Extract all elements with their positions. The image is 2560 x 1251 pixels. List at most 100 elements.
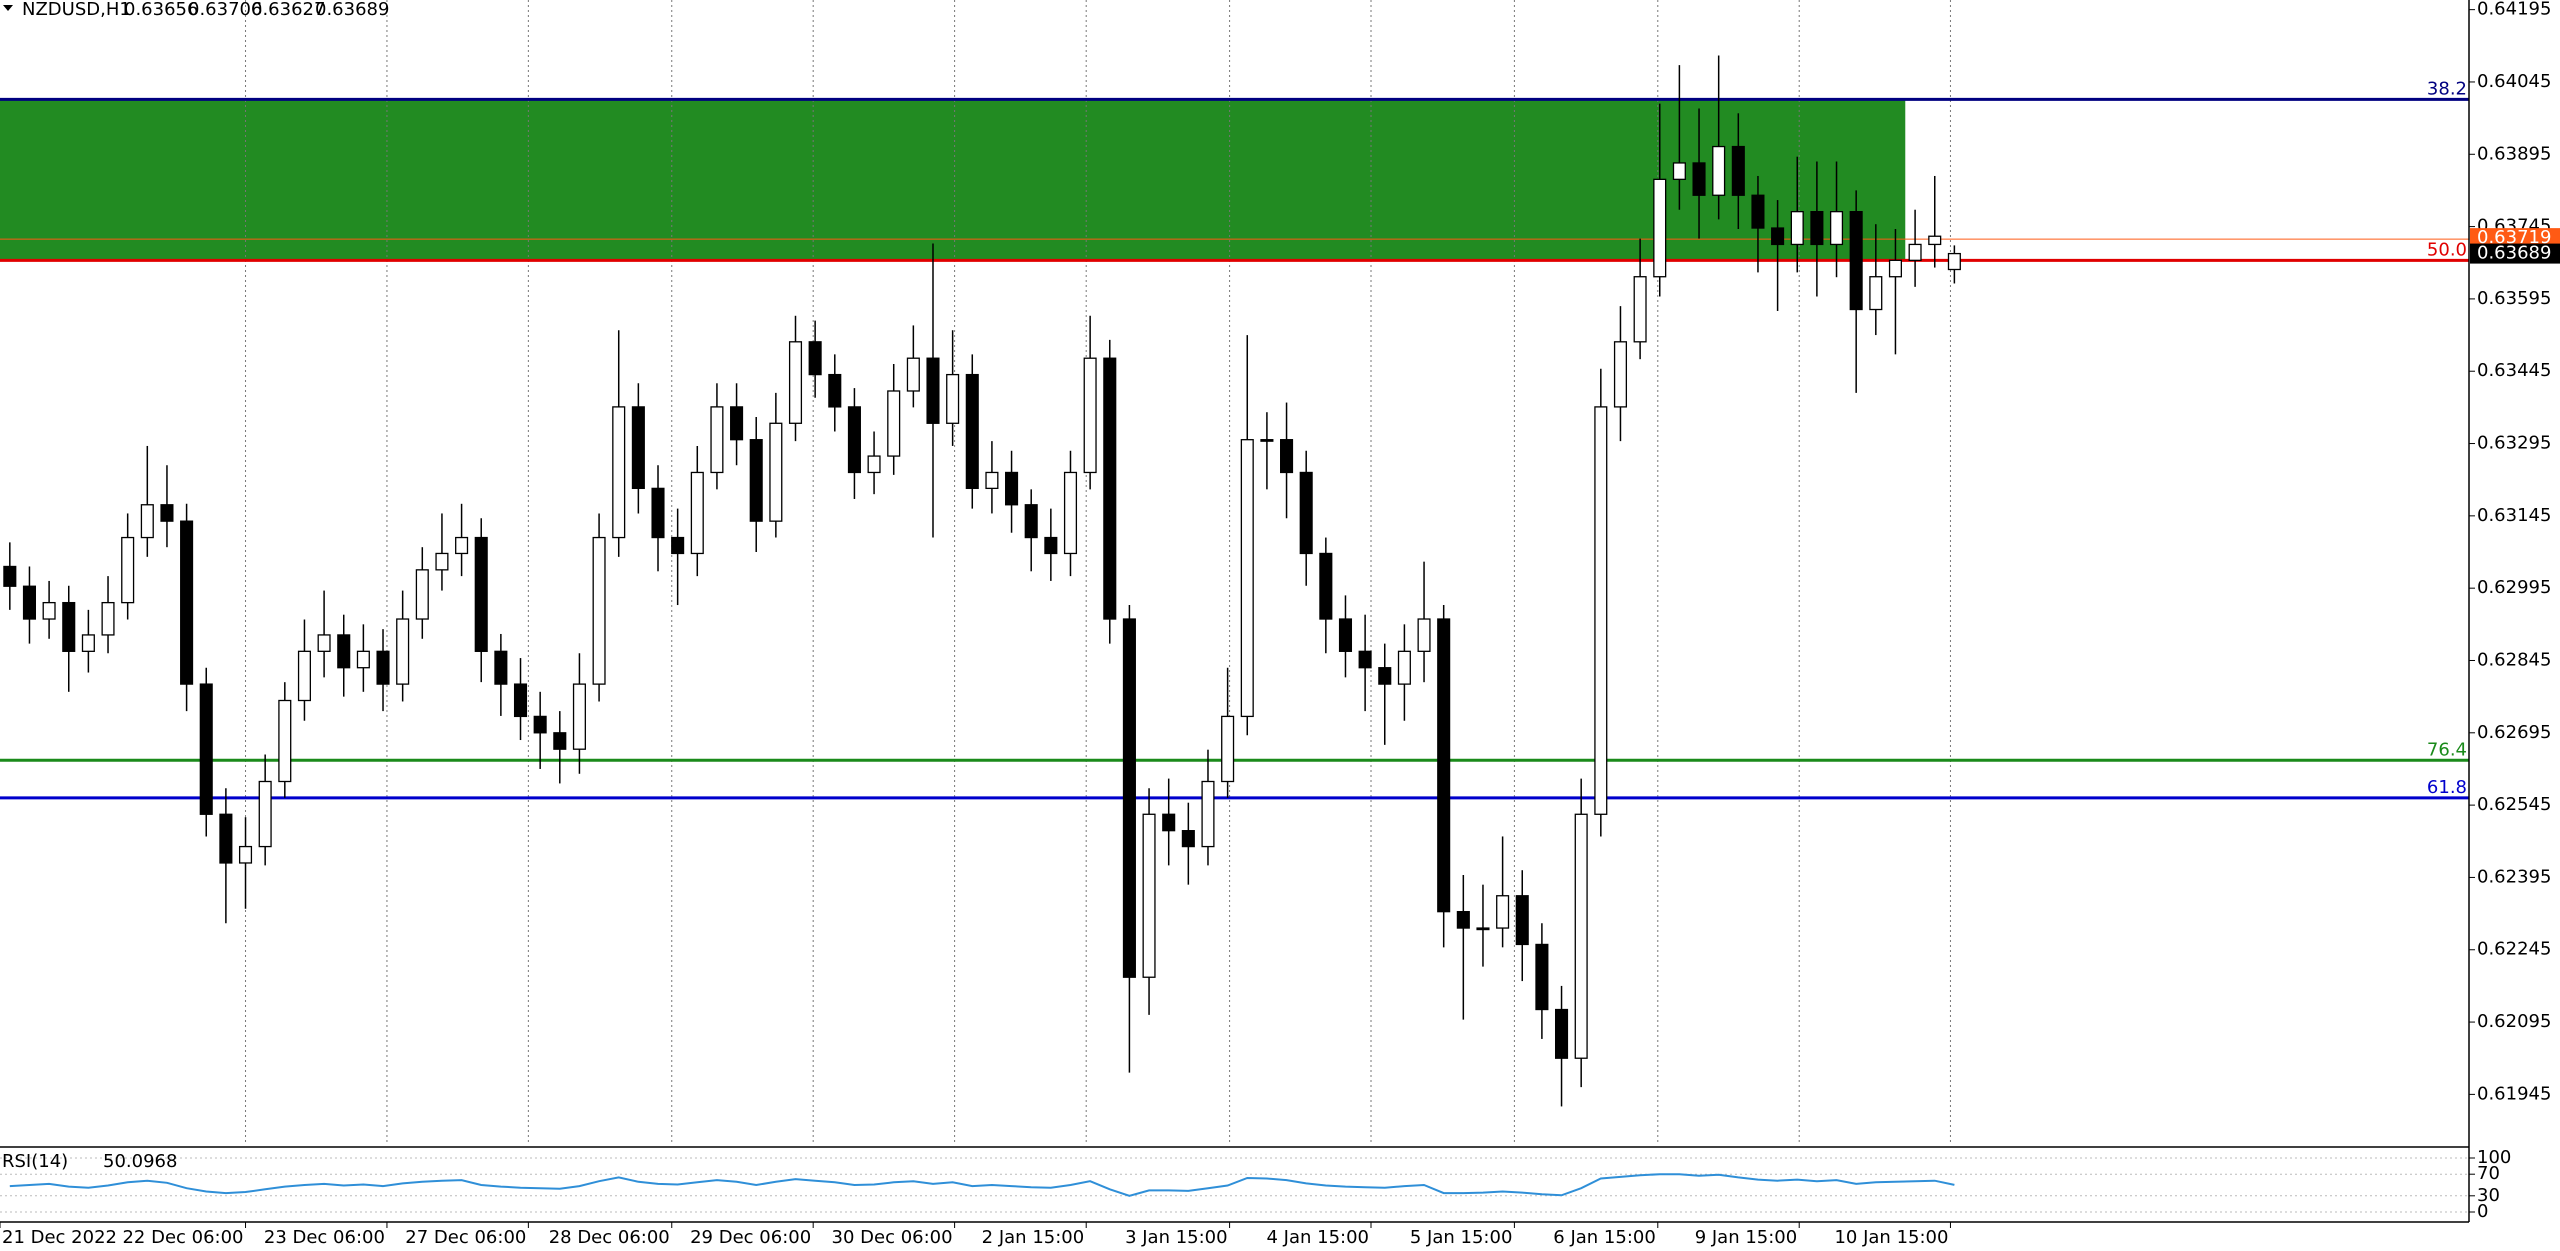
rsi-line — [9, 1173, 1955, 1197]
candle-body — [258, 780, 272, 848]
candle-body — [1810, 210, 1824, 246]
candle-body — [1712, 145, 1726, 196]
fibo-zone — [0, 99, 1906, 261]
candle-body — [356, 650, 370, 669]
y-tick-label: 0 — [2477, 1201, 2488, 1222]
candle-body — [474, 536, 488, 652]
candle-body — [1908, 243, 1922, 261]
ask-price-box — [2470, 228, 2560, 249]
candle-body — [1044, 536, 1058, 555]
x-tick-label: 3 Jan 15:00 — [1125, 1227, 1228, 1248]
candle-body — [81, 634, 95, 652]
candle-body — [1829, 210, 1844, 246]
candle-body — [42, 601, 56, 620]
y-tick-label: 0.62395 — [2477, 866, 2551, 887]
x-tick-label: 10 Jan 15:00 — [1834, 1227, 1948, 1248]
candle-body — [1024, 504, 1038, 539]
collapse-arrow[interactable] — [3, 5, 13, 11]
candle-body — [278, 699, 292, 783]
candle-body — [101, 601, 115, 636]
candle-body — [1280, 439, 1294, 474]
candle-body — [1437, 618, 1451, 913]
y-tick-label: 0.63145 — [2477, 505, 2551, 526]
candle-body — [1535, 943, 1549, 1011]
candle-body — [337, 634, 351, 669]
candle-body — [1142, 813, 1156, 978]
candle-body — [965, 373, 979, 490]
candle-body — [1201, 780, 1215, 848]
candle-body — [1633, 276, 1647, 343]
candle-body — [985, 471, 999, 490]
candle-body — [219, 813, 233, 864]
candle-body — [808, 341, 822, 376]
x-tick-label: 21 Dec 2022 — [2, 1227, 117, 1248]
candle-body — [1790, 210, 1804, 246]
candle-body — [1515, 895, 1529, 946]
candle-body — [396, 618, 410, 685]
candle-body — [1771, 227, 1785, 246]
rsi-value: 50.0968 — [103, 1151, 177, 1172]
candle-body — [121, 536, 135, 604]
candle-body — [1574, 813, 1588, 1059]
x-tick-label: 27 Dec 06:00 — [405, 1227, 526, 1248]
candle-body — [455, 536, 469, 555]
candle-body — [1299, 471, 1313, 555]
candle-body — [1005, 471, 1019, 506]
candle-body — [1240, 439, 1254, 718]
candle-body — [1103, 357, 1117, 620]
fibo-level-label: 50.0 — [2427, 239, 2467, 260]
candle-body — [199, 683, 213, 815]
candle-body — [513, 683, 528, 718]
x-tick-label: 6 Jan 15:00 — [1553, 1227, 1656, 1248]
candle-body — [1162, 813, 1176, 832]
candle-body — [62, 601, 76, 652]
x-tick-label: 30 Dec 06:00 — [832, 1227, 953, 1248]
y-tick-label: 100 — [2477, 1147, 2511, 1168]
candle-body — [1554, 1008, 1569, 1059]
candle-body — [926, 357, 940, 424]
price-pane: 38.2 50.0 61.8 76.4 — [0, 0, 2469, 1145]
candle-body — [1063, 471, 1078, 555]
candle-body — [533, 715, 547, 734]
ohlc-close: 0.63689 — [315, 0, 389, 20]
y-tick-label: 0.64195 — [2477, 0, 2551, 20]
candle-body — [1397, 650, 1411, 685]
candle-body — [1358, 650, 1372, 669]
bid-price-box — [2470, 243, 2560, 264]
y-tick-label: 0.63595 — [2477, 288, 2551, 309]
candle-body — [1456, 911, 1470, 929]
rsi-title: RSI(14) — [2, 1151, 68, 1172]
candle-body — [1731, 145, 1745, 196]
ohlc-high: 0.63706 — [188, 0, 262, 20]
ohlc-low: 0.63627 — [251, 0, 325, 20]
x-tick-label: 5 Jan 15:00 — [1410, 1227, 1513, 1248]
candle-body — [1613, 341, 1628, 408]
y-tick-label: 0.62545 — [2477, 794, 2551, 815]
candle-body — [847, 406, 861, 474]
candle-body — [651, 487, 665, 539]
rsi-pane — [0, 1157, 2469, 1213]
candle-body — [1476, 927, 1490, 931]
x-tick-label: 4 Jan 15:00 — [1266, 1227, 1369, 1248]
candle-body — [297, 650, 311, 702]
ask-price-label: 0.63719 — [2477, 227, 2551, 248]
x-tick-label: 22 Dec 06:00 — [122, 1227, 243, 1248]
y-tick-label: 70 — [2477, 1163, 2500, 1184]
fibo-level-label: 38.2 — [2427, 78, 2467, 99]
y-tick-label: 0.62695 — [2477, 722, 2551, 743]
candle-body — [867, 455, 881, 474]
y-tick-label: 0.61945 — [2477, 1083, 2551, 1104]
candle-body — [494, 650, 508, 685]
bid-price-label: 0.63689 — [2477, 243, 2551, 264]
candle-body — [160, 504, 174, 522]
x-tick-label: 23 Dec 06:00 — [264, 1227, 385, 1248]
candle-body — [140, 504, 154, 539]
candle-body — [592, 536, 606, 685]
candle-body — [1319, 552, 1333, 620]
candle-body — [1869, 276, 1883, 311]
candle-body — [710, 406, 724, 474]
y-tick-label: 0.62245 — [2477, 939, 2551, 960]
candle-body — [1122, 618, 1136, 978]
